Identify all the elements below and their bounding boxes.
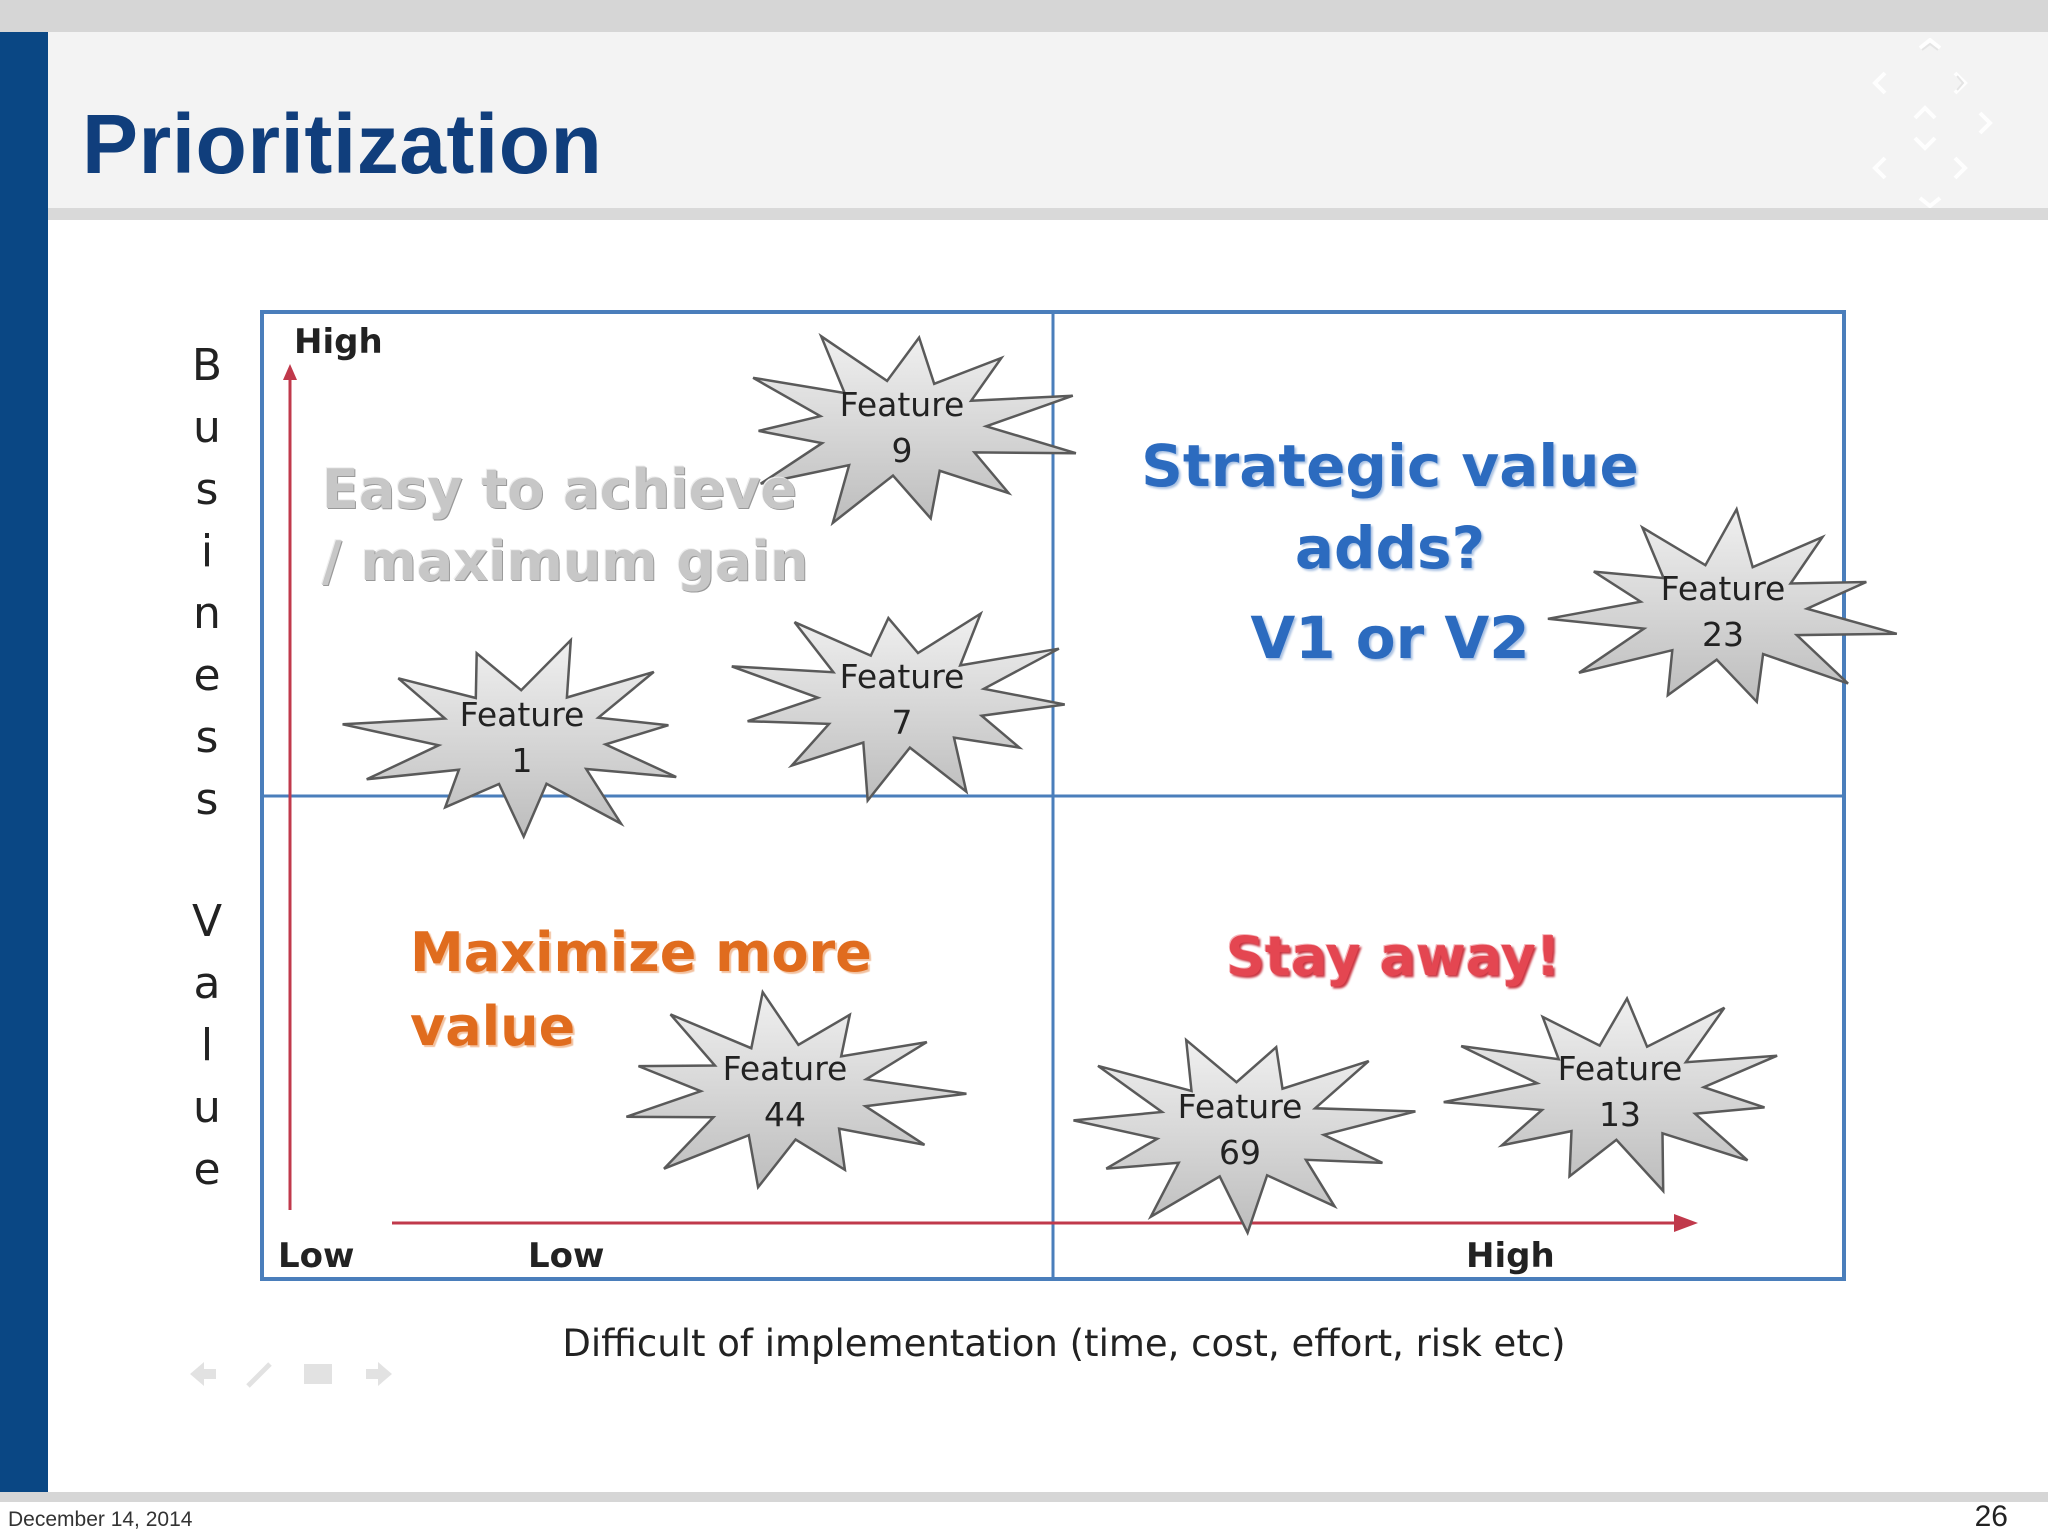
x-high-label: High [1466, 1236, 1555, 1276]
footer-date: December 14, 2014 [8, 1508, 193, 1531]
feature-number: 7 [892, 703, 913, 742]
feature-number: 69 [1219, 1133, 1261, 1172]
quadrant-easy-label: Easy to achieve / maximum gain [322, 454, 808, 598]
feature-label: Feature [1661, 569, 1786, 608]
slide-title: Prioritization [82, 97, 603, 191]
corner-logo-icon [1872, 38, 1993, 208]
y-axis-title-letter: a [193, 958, 221, 1009]
starburst-shape [752, 332, 1077, 527]
feature-number: 23 [1702, 615, 1744, 654]
starburst-shape [1443, 995, 1778, 1195]
y-axis-title-letter: i [200, 526, 214, 577]
quadrant-stay-away-line-1: Stay away! [1226, 925, 1561, 988]
feature-starburst-9: Feature 9 [752, 332, 1077, 527]
feature-starburst-1: Feature 1 [342, 636, 677, 840]
starburst-shape [731, 610, 1065, 804]
starburst-shape [1547, 506, 1898, 705]
feature-starburst-13: Feature 13 [1443, 995, 1778, 1195]
feature-label: Feature [723, 1049, 848, 1088]
feature-starburst-7: Feature 7 [731, 610, 1065, 804]
nav-forward-icon[interactable] [366, 1362, 392, 1386]
nav-back-icon[interactable] [190, 1362, 216, 1386]
x-axis-arrowhead [1674, 1214, 1698, 1232]
page-number: 26 [1974, 1500, 2008, 1533]
quadrant-strategic-line-1: Strategic value [1141, 432, 1639, 500]
y-axis-title-letter: e [193, 1144, 221, 1195]
y-axis-title-letter [182, 831, 232, 891]
feature-starburst-44: Feature 44 [625, 989, 967, 1191]
top-strip [0, 0, 2048, 32]
quadrant-strategic-label: Strategic value adds? V1 or V2 [1080, 425, 1700, 679]
feature-label: Feature [840, 657, 965, 696]
y-axis-title-letter: e [193, 650, 221, 701]
feature-number: 9 [892, 431, 913, 470]
quadrant-maximize-line-2: value [410, 995, 576, 1058]
y-axis-title-letter: s [195, 464, 219, 515]
y-axis-title-letter: B [191, 340, 223, 391]
feature-label: Feature [840, 385, 965, 424]
x-axis-title-text: Difficult of implementation (time, cost,… [562, 1322, 1566, 1365]
y-axis-title-letter: l [200, 1020, 214, 1071]
y-axis-title-letter: s [195, 712, 219, 763]
footer-strip [0, 1492, 2048, 1502]
nav-menu-icon[interactable] [304, 1364, 332, 1384]
x-axis-title: Difficult of implementation (time, cost,… [0, 1322, 2048, 1365]
feature-label: Feature [1558, 1049, 1683, 1088]
feature-number: 13 [1599, 1095, 1641, 1134]
starburst-shape [342, 636, 677, 840]
quadrant-strategic-line-3: V1 or V2 [1250, 604, 1530, 672]
quadrant-stay-away-label: Stay away! [1226, 920, 1560, 994]
feature-label: Feature [460, 695, 585, 734]
feature-label: Feature [1178, 1087, 1303, 1126]
quadrant-easy-line-1: Easy to achieve [322, 458, 798, 521]
x-low-label: Low [528, 1236, 605, 1276]
y-axis-title-letter: V [191, 896, 223, 947]
quadrant-easy-line-2: / maximum gain [322, 530, 809, 593]
starburst-shape [625, 989, 967, 1191]
nav-pen-icon[interactable] [246, 1362, 272, 1388]
y-axis-title-letter: u [193, 402, 221, 453]
quadrant-maximize-line-1: Maximize more [410, 921, 872, 984]
left-brand-bar [0, 32, 48, 1492]
y-low-label: Low [278, 1236, 355, 1276]
slide-header [48, 32, 2048, 208]
starburst-shape [1073, 1037, 1416, 1237]
y-axis-arrowhead [283, 364, 297, 380]
feature-number: 44 [764, 1095, 806, 1134]
feature-starburst-23: Feature 23 [1547, 506, 1898, 705]
y-axis-title-letter: n [193, 588, 221, 639]
feature-number: 1 [512, 741, 533, 780]
slide-nav-controls[interactable] [186, 1356, 396, 1392]
quadrant-maximize-label: Maximize more value [410, 916, 872, 1064]
header-divider [48, 208, 2048, 220]
feature-starburst-69: Feature 69 [1073, 1037, 1416, 1237]
y-axis-title-letter: u [193, 1082, 221, 1133]
quadrant-strategic-line-2: adds? [1294, 514, 1486, 582]
y-high-label: High [294, 322, 383, 362]
y-axis-title-letter: s [195, 774, 219, 825]
